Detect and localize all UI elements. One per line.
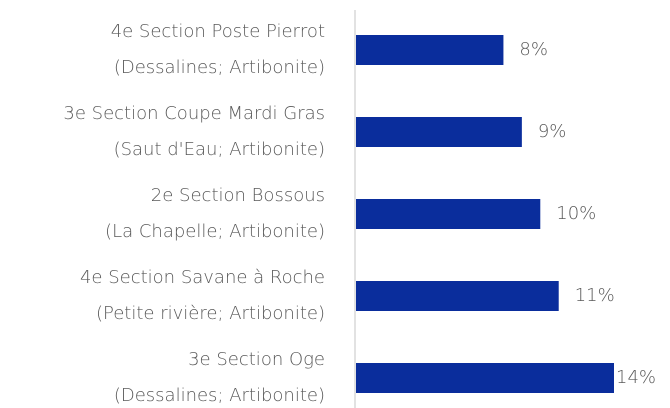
- category-label: (Saut d'Eau; Artibonite): [114, 139, 325, 160]
- category-label: 4e Section Poste Pierrot: [111, 21, 325, 42]
- bar: [356, 363, 614, 393]
- category-label: 3e Section Coupe Mardi Gras: [63, 103, 325, 124]
- category-label: (Dessalines; Artibonite): [114, 57, 325, 78]
- bar: [356, 117, 522, 147]
- category-label: 3e Section Oge: [188, 349, 325, 370]
- value-label: 8%: [519, 39, 548, 60]
- category-label: (Petite rivière; Artibonite): [96, 303, 325, 324]
- category-label: (La Chapelle; Artibonite): [105, 221, 325, 242]
- bar: [356, 199, 541, 229]
- bar: [356, 35, 504, 65]
- value-label: 9%: [538, 121, 567, 142]
- value-label: 14%: [616, 367, 656, 388]
- category-label: (Dessalines; Artibonite): [114, 385, 325, 406]
- category-label: 4e Section Savane à Roche: [80, 267, 325, 288]
- category-label: 2e Section Bossous: [151, 185, 325, 206]
- bar: [356, 281, 559, 311]
- value-label: 10%: [556, 203, 596, 224]
- value-label: 11%: [575, 285, 615, 306]
